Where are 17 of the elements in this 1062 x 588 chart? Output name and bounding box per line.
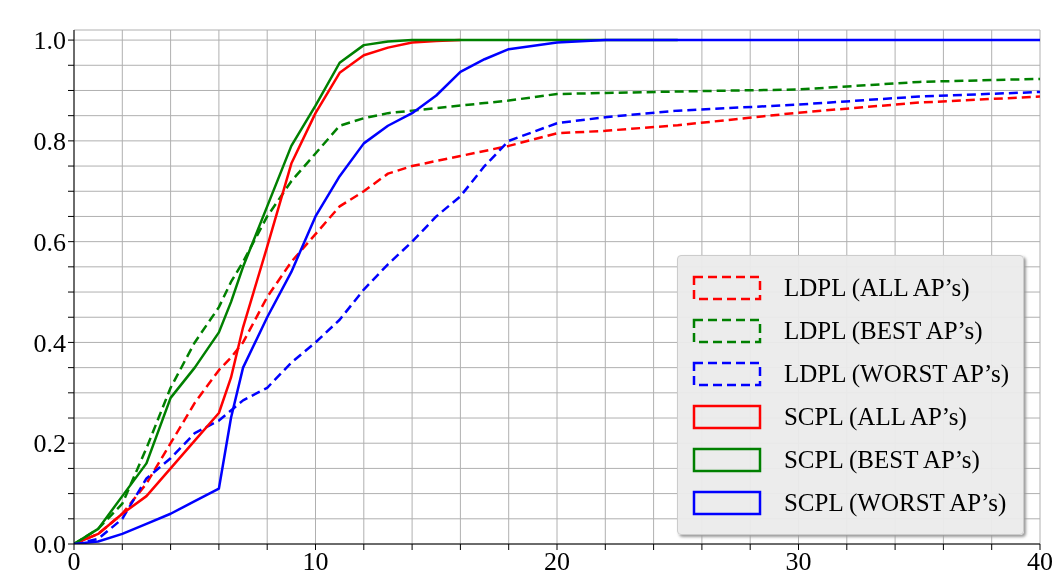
x-tick-label: 40 <box>1027 547 1053 577</box>
y-tick-label: 0.8 <box>33 127 66 157</box>
x-tick-label: 30 <box>785 547 812 577</box>
y-tick-label: 0.2 <box>33 429 66 459</box>
legend-label: LDPL (WORST AP’s) <box>783 359 1009 388</box>
legend-label: SCPL (ALL AP’s) <box>783 402 967 431</box>
legend-label: LDPL (BEST AP’s) <box>783 316 983 345</box>
x-tick-label: 0 <box>67 547 81 577</box>
legend-label: SCPL (WORST AP’s) <box>783 488 1007 517</box>
legend-label: LDPL (ALL AP’s) <box>783 273 970 302</box>
y-tick-label: 0.4 <box>33 328 66 358</box>
x-tick-label: 10 <box>302 547 329 577</box>
y-tick-label: 0.0 <box>33 530 66 560</box>
x-tick-label: 20 <box>544 547 570 577</box>
y-tick-label: 0.6 <box>33 227 66 257</box>
y-tick-label: 1.0 <box>33 26 66 56</box>
legend-label: SCPL (BEST AP’s) <box>783 445 980 474</box>
